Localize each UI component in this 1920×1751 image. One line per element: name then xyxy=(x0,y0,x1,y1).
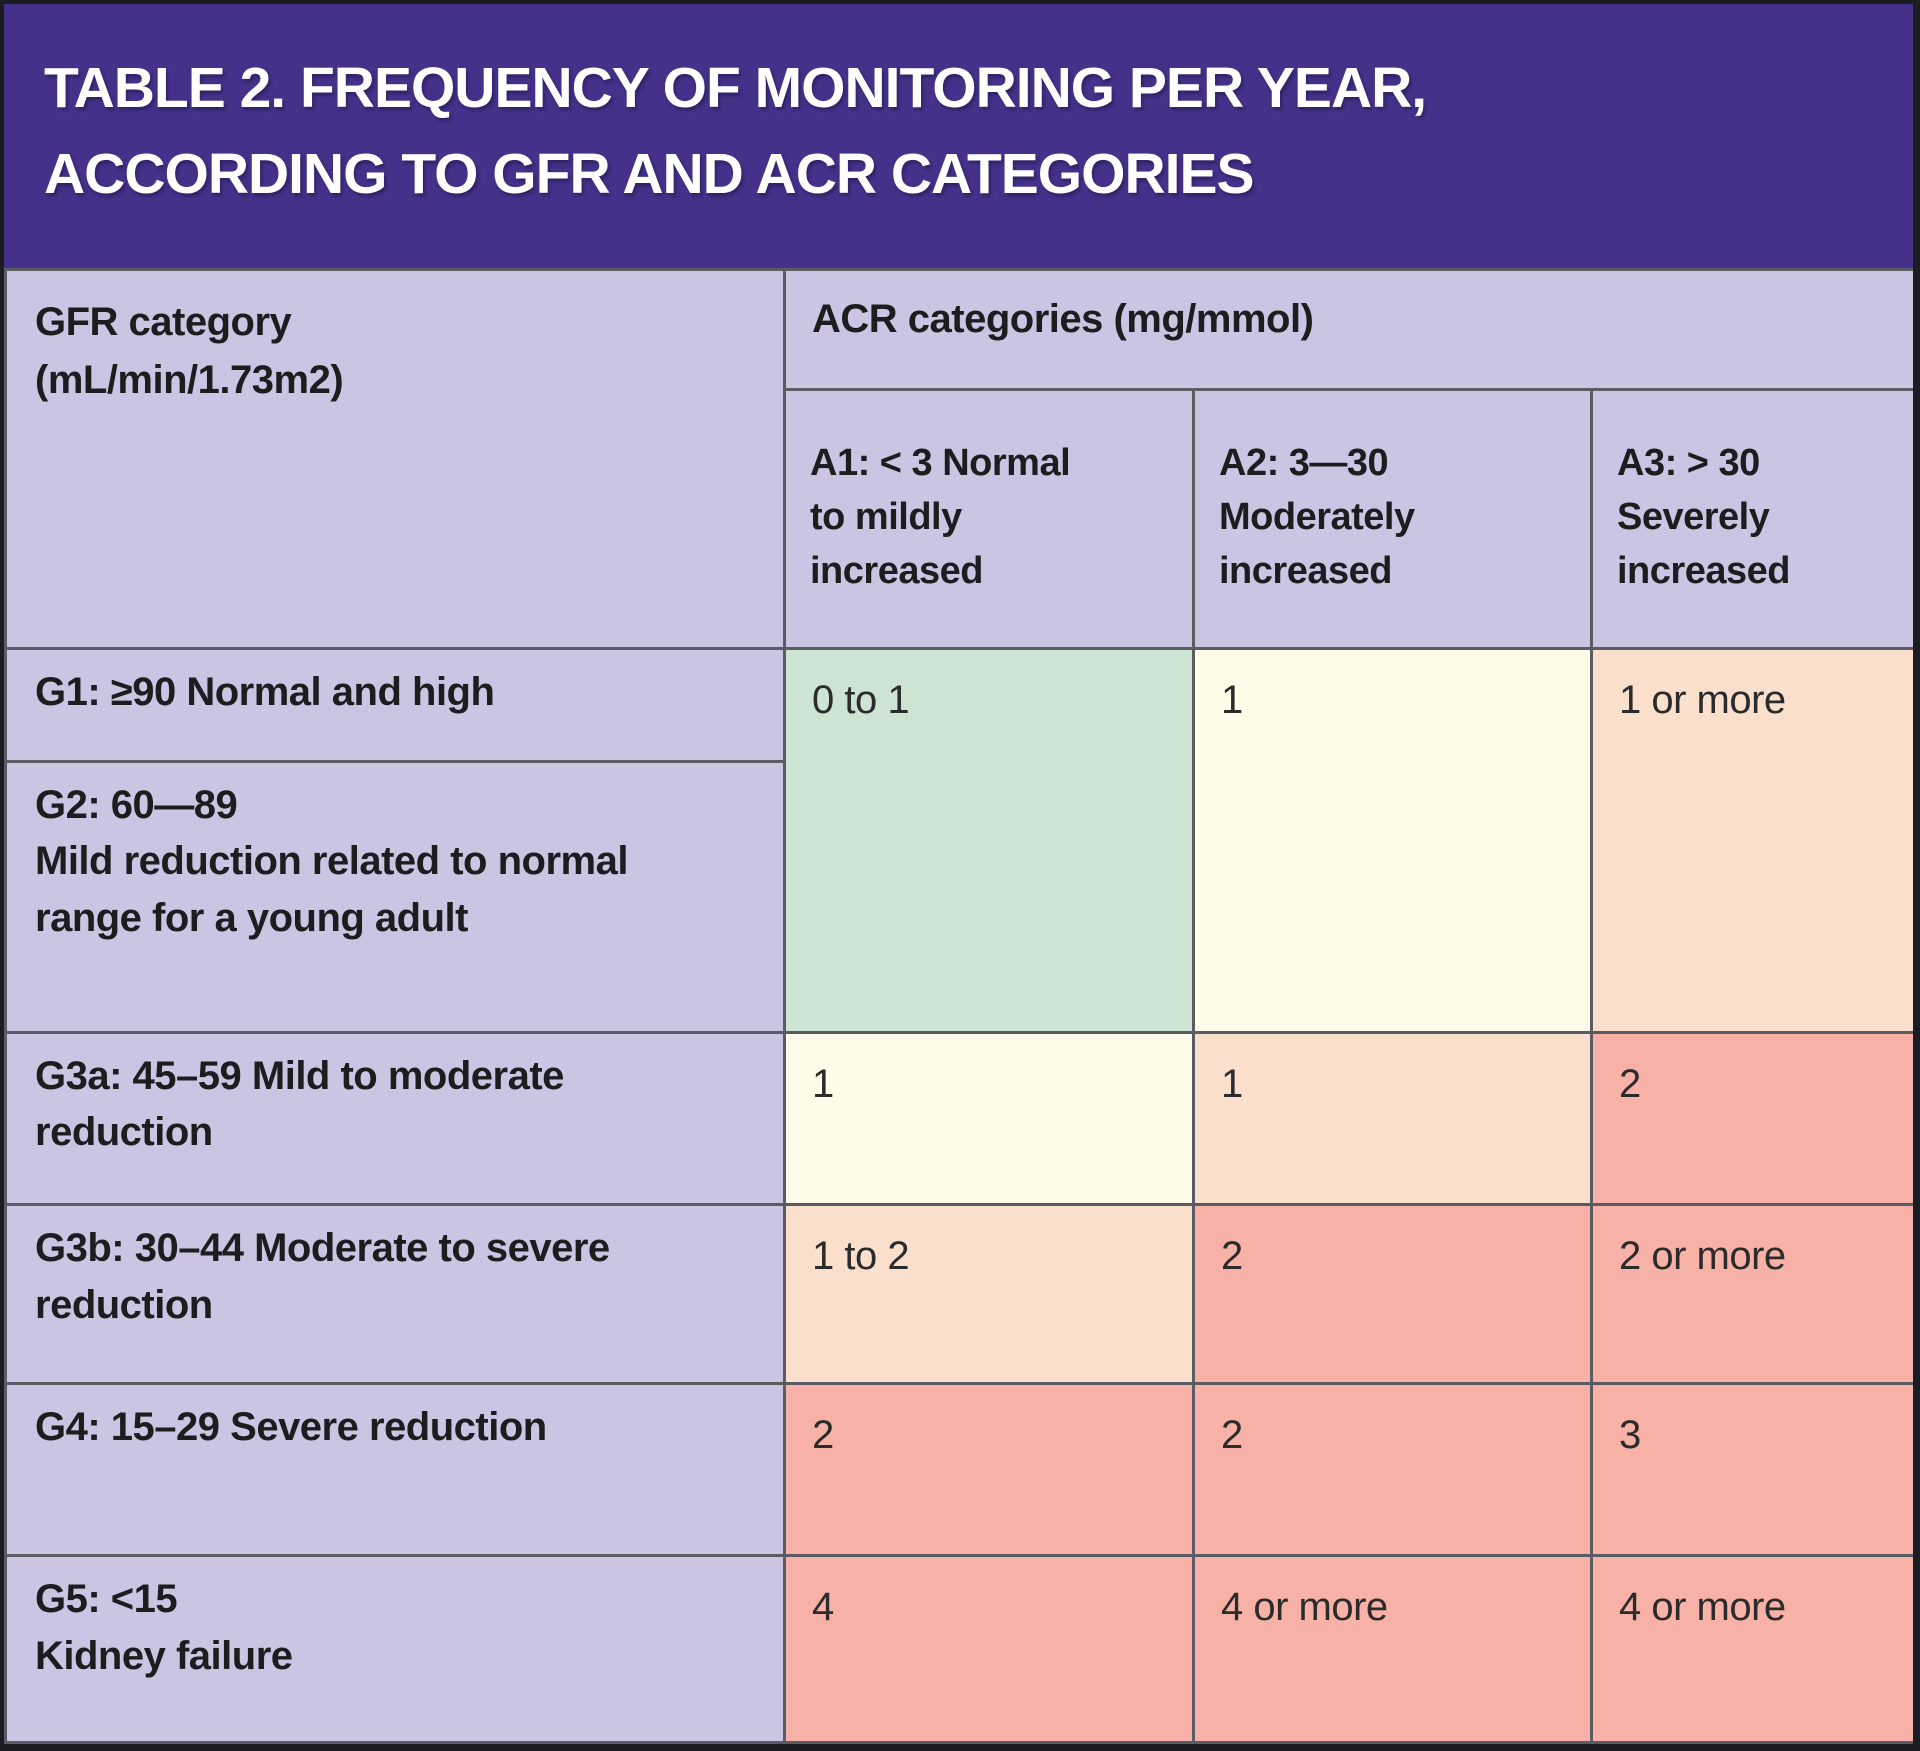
col-header-a1-line-3: increased xyxy=(810,550,983,593)
col-header-a1-line-2: to mildly xyxy=(810,496,962,539)
col-header-a2-line-2: Moderately xyxy=(1219,496,1415,539)
row-label-g3a-line-2: reduction xyxy=(35,1110,213,1155)
cell-g1g2-a3: 1 or more xyxy=(1589,647,1913,1034)
acr-categories-header: ACR categories (mg/mmol) xyxy=(782,267,1913,392)
row-label-g3b-line-2: reduction xyxy=(35,1282,213,1327)
gfr-category-header: GFR category (mL/min/1.73m2) xyxy=(4,267,786,651)
row-label-g3b: G3b: 30–44 Moderate to severe reduction xyxy=(4,1203,786,1385)
row-label-g2-line-3: range for a young adult xyxy=(35,896,468,941)
row-label-g3a-line-1: G3a: 45–59 Mild to moderate xyxy=(35,1053,564,1098)
row-label-g5-line-1: G5: <15 xyxy=(35,1577,178,1622)
row-label-g5: G5: <15 Kidney failure xyxy=(4,1554,786,1744)
table-row-g5: G5: <15 Kidney failure 4 4 or more 4 or … xyxy=(4,1554,1913,1744)
col-header-a1-line-1: A1: < 3 Normal xyxy=(810,442,1071,485)
row-label-g2-line-2: Mild reduction related to normal xyxy=(35,839,628,884)
table-title-line-2: ACCORDING TO GFR AND ACR CATEGORIES xyxy=(44,141,1255,206)
table-title-line-1: TABLE 2. FREQUENCY OF MONITORING PER YEA… xyxy=(44,56,1427,120)
table-row-g3a: G3a: 45–59 Mild to moderate reduction 1 … xyxy=(4,1030,1913,1207)
cell-g3a-a3: 2 xyxy=(1589,1030,1913,1207)
cell-g3b-a3: 2 or more xyxy=(1589,1203,1913,1385)
row-label-g4: G4: 15–29 Severe reduction xyxy=(4,1381,786,1558)
row-label-g3b-line-1: G3b: 30–44 Moderate to severe xyxy=(35,1226,610,1271)
cell-g3b-a1: 1 to 2 xyxy=(783,1203,1195,1385)
table-row-g1: G1: ≥90 Normal and high 0 to 1 1 1 or mo… xyxy=(4,647,1913,1034)
cell-g5-a3: 4 or more xyxy=(1589,1554,1913,1744)
row-label-g2-line-1: G2: 60—89 xyxy=(35,782,238,827)
cell-g1g2-a2: 1 xyxy=(1192,647,1593,1034)
cell-g3b-a2: 2 xyxy=(1192,1203,1593,1385)
table-row-g4: G4: 15–29 Severe reduction 2 2 3 xyxy=(4,1381,1913,1558)
row-label-g4-line-1: G4: 15–29 Severe reduction xyxy=(35,1404,547,1449)
col-header-a3: A3: > 30 Severely increased xyxy=(1589,388,1913,651)
row-label-g3a: G3a: 45–59 Mild to moderate reduction xyxy=(4,1030,786,1207)
subheader-row: A1: < 3 Normal to mildly increased A2: 3… xyxy=(6,388,1913,651)
col-header-a2-line-1: A2: 3—30 xyxy=(1219,442,1389,485)
gfr-category-header-line-2: (mL/min/1.73m2) xyxy=(35,358,344,402)
cell-g5-a2: 4 or more xyxy=(1192,1554,1593,1744)
cell-g1g2-a1: 0 to 1 xyxy=(783,647,1195,1034)
cell-g4-a1: 2 xyxy=(783,1381,1195,1558)
cell-g4-a2: 2 xyxy=(1192,1381,1593,1558)
cell-g5-a1: 4 xyxy=(783,1554,1195,1744)
header-row: GFR category (mL/min/1.73m2) ACR categor… xyxy=(4,267,1913,651)
table-row-g2: G2: 60—89 Mild reduction related to norm… xyxy=(4,759,1914,1034)
table-row-g3b: G3b: 30–44 Moderate to severe reduction … xyxy=(4,1203,1913,1385)
row-label-g2: G2: 60—89 Mild reduction related to norm… xyxy=(4,759,786,1034)
table-title-band: TABLE 2. FREQUENCY OF MONITORING PER YEA… xyxy=(4,4,1913,268)
col-header-a3-line-2: Severely xyxy=(1617,496,1770,539)
gfr-category-header-line-1: GFR category xyxy=(35,300,292,344)
cell-g3a-a2: 1 xyxy=(1192,1030,1593,1207)
cell-g3a-a1: 1 xyxy=(783,1030,1195,1207)
monitoring-frequency-table: GFR category (mL/min/1.73m2) ACR categor… xyxy=(4,267,1914,1744)
col-header-a2: A2: 3—30 Moderately increased xyxy=(1192,388,1593,651)
cell-g4-a3: 3 xyxy=(1589,1381,1913,1558)
col-header-a3-line-3: increased xyxy=(1617,550,1790,593)
col-header-a1: A1: < 3 Normal to mildly increased xyxy=(783,388,1195,651)
col-header-a2-line-3: increased xyxy=(1219,550,1392,593)
row-label-g1-line-1: G1: ≥90 Normal and high xyxy=(35,670,495,715)
row-label-g1: G1: ≥90 Normal and high xyxy=(4,647,786,763)
col-header-a3-line-1: A3: > 30 xyxy=(1617,442,1760,485)
row-label-g5-line-2: Kidney failure xyxy=(35,1634,293,1679)
